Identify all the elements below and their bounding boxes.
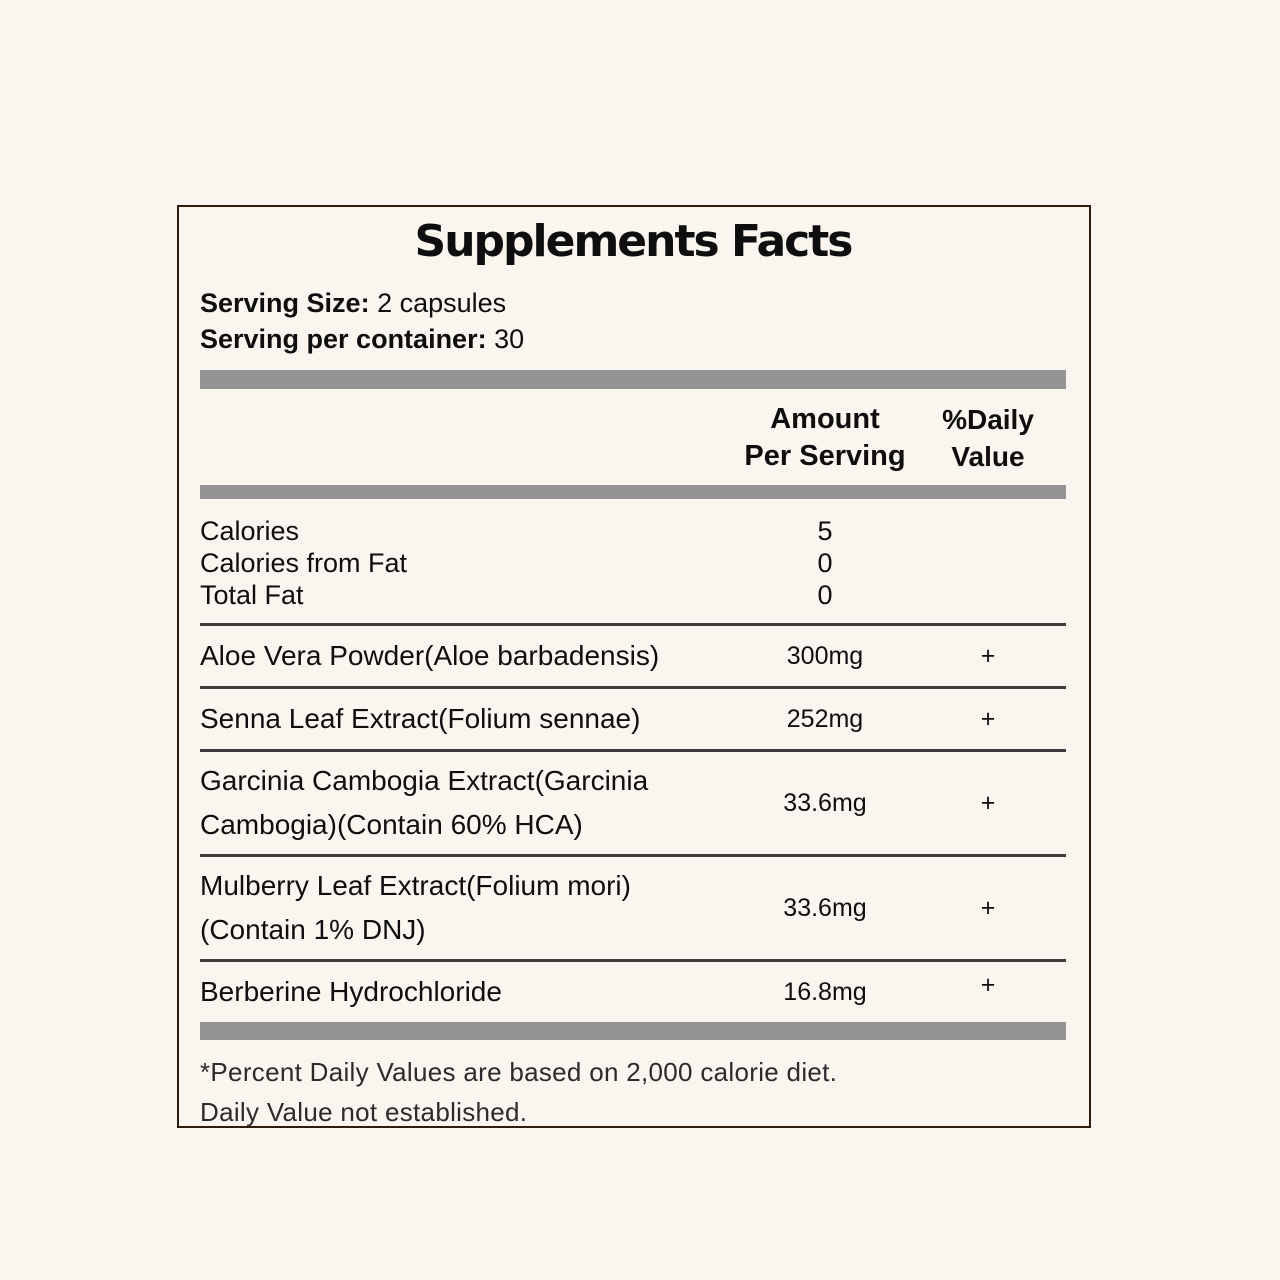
daily-value: + — [980, 971, 996, 999]
servings-per-container-value: 30 — [494, 324, 525, 354]
table-row: Berberine Hydrochloride 16.8mg + — [200, 962, 1066, 1022]
footnote-percent-daily-values: *Percent Daily Values are based on 2,000… — [200, 1057, 838, 1087]
daily-value: + — [980, 893, 996, 922]
table-row: Total Fat 0 — [200, 579, 1066, 611]
ingredient-name: Berberine Hydrochloride — [200, 976, 502, 1007]
ingredient-name: Aloe Vera Powder(Aloe barbadensis) — [200, 640, 660, 671]
supplement-facts-panel: Supplements Facts Serving Size: 2 capsul… — [177, 205, 1091, 1128]
nutrient-name: Total Fat — [200, 580, 304, 610]
serving-size-line: Serving Size: 2 capsules — [200, 285, 1066, 321]
divider-bar-top — [200, 370, 1066, 389]
amount-value: 5 — [817, 516, 833, 546]
table-row: Garcinia Cambogia Extract(Garcinia Cambo… — [200, 752, 1066, 857]
divider-bar-bottom — [200, 1022, 1066, 1040]
serving-size-value: 2 capsules — [377, 288, 507, 318]
table-row: Calories from Fat 0 — [200, 547, 1066, 579]
amount-value: 33.6mg — [783, 893, 867, 922]
ingredient-name: Mulberry Leaf Extract(Folium mori) (Cont… — [200, 870, 631, 945]
daily-value: + — [980, 641, 996, 670]
nutrient-name: Calories from Fat — [200, 548, 408, 578]
amount-value: 300mg — [786, 641, 864, 670]
amount-per-serving-header: Amount Per Serving — [744, 403, 906, 472]
table-row: Senna Leaf Extract(Folium sennae) 252mg … — [200, 689, 1066, 752]
calories-section: Calories 5 Calories from Fat 0 Total Fat… — [200, 499, 1066, 626]
serving-size-label: Serving Size: — [200, 288, 370, 318]
amount-value: 0 — [817, 548, 833, 578]
divider-bar-middle — [200, 485, 1066, 499]
daily-value: + — [980, 788, 996, 817]
footnotes: *Percent Daily Values are based on 2,000… — [200, 1052, 1066, 1132]
percent-daily-value-header: %Daily Value — [942, 404, 1034, 472]
amount-value: 0 — [817, 580, 833, 610]
table-header-row: Amount Per Serving %Daily Value — [200, 389, 1066, 485]
panel-title: Supplements Facts — [414, 216, 854, 267]
serving-info: Serving Size: 2 capsules Serving per con… — [200, 285, 1066, 357]
table-row: Aloe Vera Powder(Aloe barbadensis) 300mg… — [200, 626, 1066, 689]
footnote-daily-value-not-established: Daily Value not established. — [200, 1097, 528, 1127]
table-row: Mulberry Leaf Extract(Folium mori) (Cont… — [200, 857, 1066, 962]
ingredient-name: Garcinia Cambogia Extract(Garcinia Cambo… — [200, 765, 649, 840]
ingredient-name: Senna Leaf Extract(Folium sennae) — [200, 703, 641, 734]
servings-per-container-label: Serving per container: — [200, 324, 487, 354]
daily-value: + — [980, 704, 996, 733]
amount-value: 252mg — [786, 704, 864, 733]
servings-per-container-line: Serving per container: 30 — [200, 321, 1066, 357]
amount-value: 16.8mg — [783, 977, 867, 1006]
table-row: Calories 5 — [200, 515, 1066, 547]
amount-value: 33.6mg — [783, 788, 867, 817]
nutrient-name: Calories — [200, 516, 300, 546]
